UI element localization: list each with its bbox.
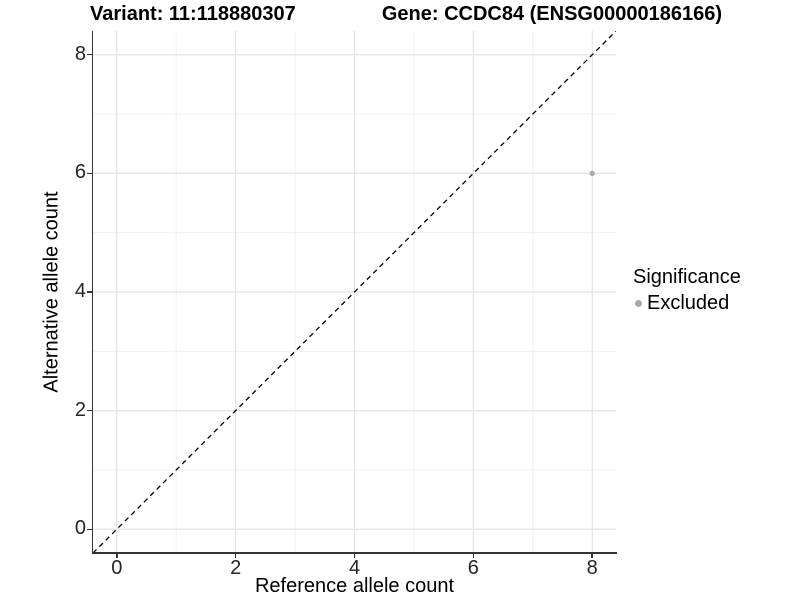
y-tick-label: 2	[74, 398, 86, 421]
y-tick-mark	[87, 291, 92, 293]
plot-panel	[93, 31, 616, 553]
y-tick-mark	[87, 172, 92, 175]
y-tick-label: 8	[74, 42, 86, 65]
gene-title: Gene: CCDC84 (ENSG00000186166)	[381, 3, 722, 25]
y-tick-label: 6	[74, 161, 86, 184]
y-tick-label: 0	[74, 517, 86, 540]
x-tick-mark	[234, 553, 237, 558]
x-tick-mark	[116, 553, 118, 558]
y-tick-mark	[87, 409, 92, 412]
x-tick-mark	[591, 553, 593, 558]
y-tick-mark	[87, 53, 92, 56]
legend-title: Significance	[633, 266, 741, 288]
legend-item-label: Excluded	[647, 292, 730, 314]
x-tick-mark	[353, 553, 356, 558]
x-tick-label: 2	[230, 557, 242, 579]
chart-canvas	[93, 31, 616, 553]
x-tick-label: 6	[467, 557, 479, 579]
y-tick-label: 4	[74, 280, 86, 302]
y-axis-line	[91, 31, 94, 554]
y-tick-mark	[87, 528, 92, 531]
legend-item-excluded: Excluded	[631, 292, 741, 315]
x-tick-mark	[472, 553, 475, 558]
x-tick-label: 0	[111, 557, 123, 579]
legend-point-icon	[635, 300, 642, 307]
variant-title: Variant: 11:118880307	[90, 3, 296, 25]
legend: Significance Excluded	[631, 266, 741, 315]
data-point	[589, 170, 595, 176]
x-axis-title: Reference allele count	[254, 575, 454, 597]
x-tick-label: 8	[586, 557, 598, 579]
identity-line	[93, 31, 616, 553]
x-tick-label: 4	[348, 557, 361, 579]
x-axis-line	[91, 552, 617, 554]
